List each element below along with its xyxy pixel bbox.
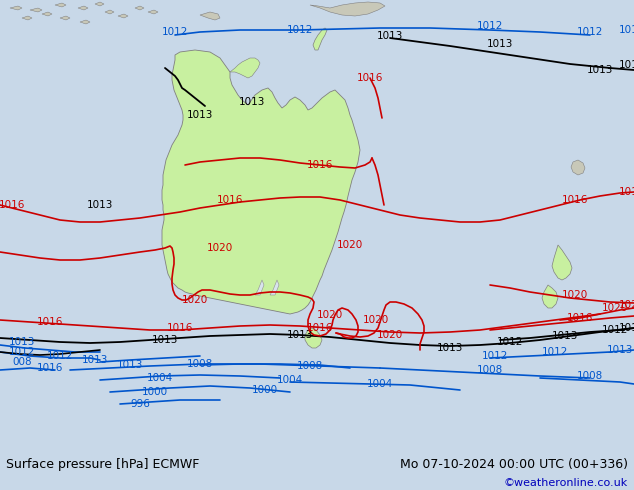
Text: 1016: 1016 [217, 195, 243, 205]
Polygon shape [10, 6, 22, 10]
Text: ©weatheronline.co.uk: ©weatheronline.co.uk [503, 478, 628, 488]
Text: 1012: 1012 [482, 351, 508, 361]
Text: 1004: 1004 [367, 379, 393, 389]
Text: 1013: 1013 [117, 360, 143, 370]
Polygon shape [230, 58, 260, 78]
Polygon shape [148, 10, 158, 14]
Text: 1013: 1013 [239, 97, 265, 107]
Polygon shape [542, 285, 558, 308]
Polygon shape [30, 8, 42, 12]
Polygon shape [135, 6, 144, 10]
Polygon shape [270, 280, 279, 295]
Text: 1012: 1012 [47, 351, 73, 361]
Text: 1016: 1016 [562, 195, 588, 205]
Text: 1020: 1020 [337, 240, 363, 250]
Text: 1013: 1013 [619, 60, 634, 70]
Text: 1016: 1016 [167, 323, 193, 333]
Text: 1013: 1013 [377, 31, 403, 41]
Text: 1008: 1008 [297, 361, 323, 371]
Polygon shape [118, 14, 128, 18]
Text: 1020: 1020 [562, 290, 588, 300]
Text: 1020: 1020 [363, 315, 389, 325]
Text: 1013: 1013 [607, 345, 633, 355]
Text: 1013: 1013 [619, 323, 634, 333]
Text: 1012: 1012 [577, 27, 603, 37]
Polygon shape [305, 328, 322, 348]
Text: 1013: 1013 [9, 337, 36, 347]
Text: 1013: 1013 [287, 330, 313, 340]
Text: 1012: 1012 [477, 21, 503, 31]
Text: 1008: 1008 [477, 365, 503, 375]
Polygon shape [22, 16, 32, 20]
Polygon shape [60, 16, 70, 20]
Text: 1012: 1012 [497, 337, 523, 347]
Text: 1012: 1012 [542, 347, 568, 357]
Text: 1004: 1004 [147, 373, 173, 383]
Text: 1013: 1013 [152, 335, 178, 345]
Text: 1016: 1016 [567, 313, 593, 323]
Text: 1020: 1020 [377, 330, 403, 340]
Polygon shape [78, 6, 88, 10]
Text: 008: 008 [12, 357, 32, 367]
Text: 1016: 1016 [307, 323, 333, 333]
Text: 1016: 1016 [0, 200, 25, 210]
Polygon shape [255, 280, 264, 295]
Text: 1013: 1013 [82, 355, 108, 365]
Text: 1013: 1013 [587, 65, 613, 75]
Text: 1016: 1016 [619, 187, 634, 197]
Text: 1020: 1020 [602, 303, 628, 313]
Text: 1008: 1008 [187, 359, 213, 369]
Polygon shape [313, 28, 327, 50]
Text: 1020: 1020 [317, 310, 343, 320]
Text: 1013: 1013 [87, 200, 113, 210]
Text: 1016: 1016 [357, 73, 383, 83]
Text: 996: 996 [130, 399, 150, 409]
Text: Surface pressure [hPa] ECMWF: Surface pressure [hPa] ECMWF [6, 458, 200, 470]
Text: 1020: 1020 [207, 243, 233, 253]
Polygon shape [55, 3, 66, 7]
Polygon shape [310, 2, 385, 16]
Polygon shape [80, 20, 90, 24]
Text: 1004: 1004 [277, 375, 303, 385]
Text: 1000: 1000 [142, 387, 168, 397]
Polygon shape [571, 160, 585, 175]
Text: 1016: 1016 [307, 160, 333, 170]
Text: 1020: 1020 [619, 300, 634, 310]
Text: 1012: 1012 [287, 25, 313, 35]
Text: Mo 07-10-2024 00:00 UTC (00+336): Mo 07-10-2024 00:00 UTC (00+336) [399, 458, 628, 470]
Text: 1000: 1000 [252, 385, 278, 395]
Polygon shape [552, 245, 572, 280]
Polygon shape [200, 12, 220, 20]
Polygon shape [95, 2, 104, 6]
Text: 1013: 1013 [437, 343, 463, 353]
Text: 1012: 1012 [619, 25, 634, 35]
Polygon shape [42, 12, 52, 16]
Polygon shape [105, 10, 114, 14]
Text: 1012: 1012 [162, 27, 188, 37]
Text: 1013: 1013 [552, 331, 578, 341]
Text: 1008: 1008 [577, 371, 603, 381]
Text: 1020: 1020 [182, 295, 208, 305]
Text: 1012: 1012 [602, 325, 628, 335]
Text: 1012: 1012 [9, 347, 36, 357]
Text: 1013: 1013 [487, 39, 513, 49]
Text: 1016: 1016 [37, 317, 63, 327]
Polygon shape [162, 50, 360, 314]
Text: 1016: 1016 [37, 363, 63, 373]
Text: 1013: 1013 [187, 110, 213, 120]
